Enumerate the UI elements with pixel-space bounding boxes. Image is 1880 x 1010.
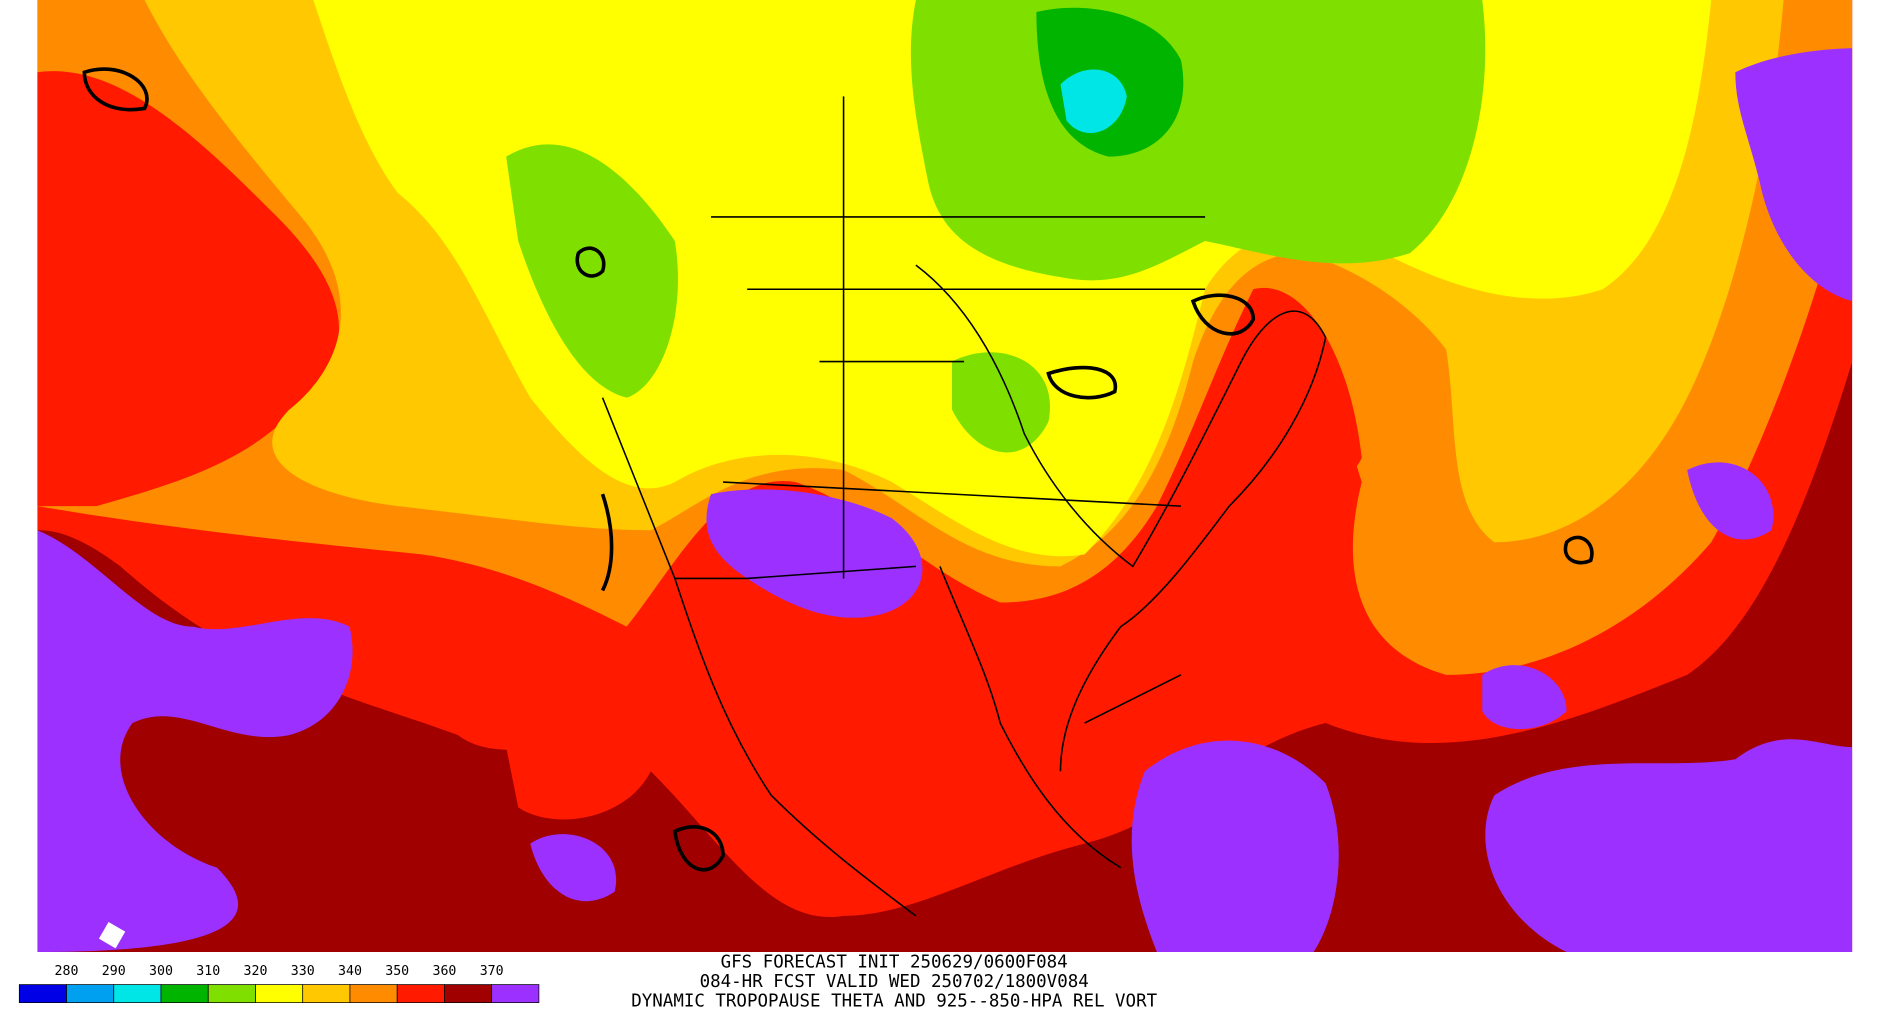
colorbar-box bbox=[113, 984, 162, 1004]
field-cyan bbox=[1060, 69, 1127, 134]
colorbar-label: 290 bbox=[102, 964, 126, 979]
title-line: DYNAMIC TROPOPAUSE THETA AND 925--850-HP… bbox=[631, 991, 1157, 1010]
missing-data-patch bbox=[98, 921, 126, 949]
colorbar-label: 300 bbox=[149, 964, 173, 979]
colorbar-label: 310 bbox=[196, 964, 220, 979]
colorbar-box bbox=[160, 984, 209, 1004]
colorbar-box bbox=[444, 984, 493, 1004]
colorbar-label: 360 bbox=[432, 964, 456, 979]
title-line: GFS FORECAST INIT 250629/0600F084 bbox=[721, 953, 1068, 973]
colorbar-box bbox=[302, 984, 351, 1004]
coastline bbox=[601, 96, 1327, 917]
colorbar-box bbox=[349, 984, 398, 1004]
colorbar: 280 290 300 310 320 330 340 350 360 370 bbox=[18, 964, 540, 1004]
colorbar-box bbox=[18, 984, 67, 1004]
figure: 280 290 300 310 320 330 340 350 360 370 GFS FOREC… bbox=[18, 0, 1853, 1010]
colorbar-box bbox=[255, 984, 304, 1004]
vorticity-contours bbox=[82, 67, 1594, 872]
colorbar-label: 350 bbox=[385, 964, 409, 979]
colorbar-box bbox=[396, 984, 445, 1004]
field-green bbox=[506, 0, 1486, 453]
colorbar-box bbox=[66, 984, 115, 1004]
field-purple bbox=[37, 48, 1853, 953]
colorbar-label: 280 bbox=[55, 964, 79, 979]
map bbox=[37, 0, 1853, 953]
title-block: GFS FORECAST INIT 250629/0600F084084-HR … bbox=[631, 953, 1157, 1010]
colorbar-label: 340 bbox=[338, 964, 362, 979]
colorbar-label: 330 bbox=[291, 964, 315, 979]
title-line: 084-HR FCST VALID WED 250702/1800V084 bbox=[700, 972, 1089, 992]
colorbar-box bbox=[491, 984, 540, 1004]
colorbar-label: 320 bbox=[244, 964, 268, 979]
field-red-inner bbox=[37, 71, 1362, 507]
colorbar-label: 370 bbox=[480, 964, 504, 979]
colorbar-box bbox=[207, 984, 256, 1004]
